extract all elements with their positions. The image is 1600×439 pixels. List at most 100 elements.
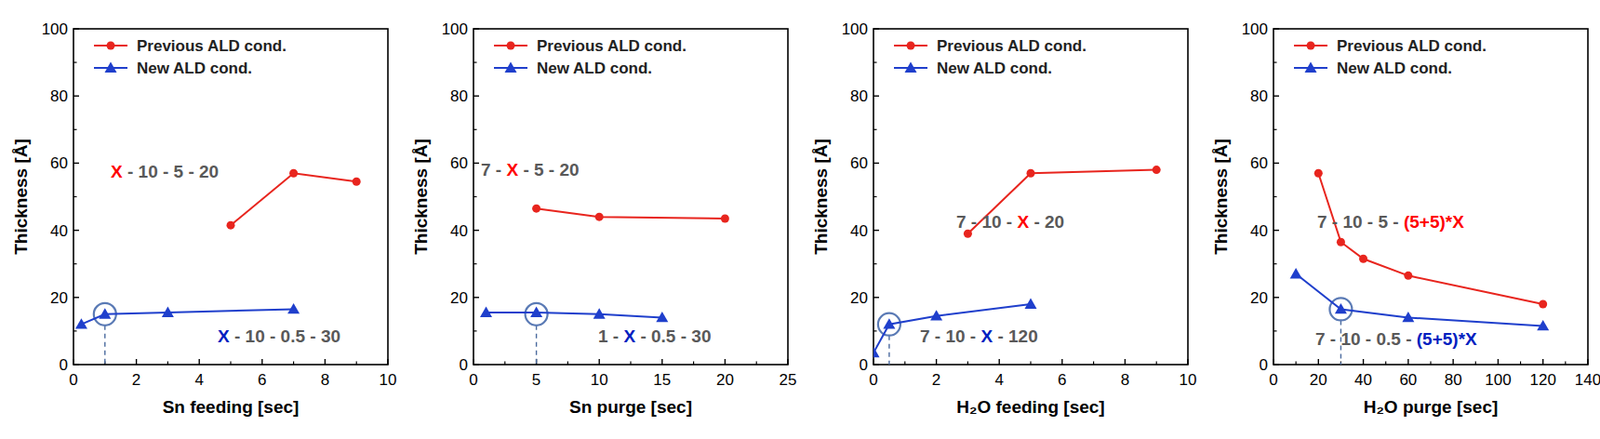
y-minor-tick	[473, 196, 478, 198]
annotation-part: (5+5)*X	[1416, 329, 1478, 349]
series-line	[230, 173, 357, 226]
x-tick-label: 10	[379, 371, 398, 389]
x-tick-label: 40	[1354, 371, 1373, 389]
panel: 0204060801000246810H₂O feeding [sec]Thic…	[811, 20, 1197, 417]
y-tick-label: 20	[1250, 289, 1268, 307]
y-axis-label: Thickness [Å]	[411, 138, 431, 255]
plot-frame	[873, 28, 1188, 365]
x-tick-label: 6	[1057, 371, 1067, 389]
y-axis-label: Thickness [Å]	[11, 138, 31, 255]
annotation-part: 7 - 10 -	[956, 212, 1017, 232]
x-tick-label: 60	[1399, 371, 1417, 389]
x-tick-label: 20	[1309, 371, 1328, 389]
y-minor-tick	[1273, 61, 1278, 63]
annotation: X - 10 - 0.5 - 30	[217, 326, 341, 347]
data-point	[226, 221, 236, 230]
x-tick	[1272, 359, 1274, 365]
annotation-part: (5+5)*X	[1403, 212, 1465, 232]
y-tick	[1273, 162, 1280, 164]
annotation-part: - 10 - 0.5 - 30	[229, 326, 341, 347]
x-tick	[1362, 359, 1364, 365]
legend-label: Previous ALD cond.	[1336, 37, 1487, 55]
y-tick	[473, 162, 480, 164]
y-minor-tick	[1273, 330, 1278, 332]
x-minor-tick	[567, 361, 569, 366]
x-tick-label: 6	[257, 371, 267, 389]
y-tick-label: 60	[50, 154, 68, 173]
x-tick	[324, 359, 326, 365]
y-minor-tick	[73, 263, 78, 265]
x-minor-tick	[1093, 361, 1094, 366]
y-minor-tick	[873, 263, 878, 265]
y-tick	[1273, 27, 1280, 29]
annotation-part: 7 - 10 - 0.5 -	[1315, 329, 1417, 349]
annotation-part: X	[623, 326, 636, 347]
series-line	[80, 308, 294, 324]
y-tick	[473, 229, 480, 231]
plot-frame	[73, 28, 388, 365]
annotation-part: 7 - 10 - 5 -	[1317, 212, 1404, 232]
data-point	[532, 204, 541, 214]
y-axis-label: Thickness [Å]	[811, 138, 831, 255]
data-point	[720, 213, 730, 223]
annotation-part: - 10 - 5 - 20	[122, 161, 220, 182]
x-tick	[1542, 359, 1544, 365]
x-tick	[724, 359, 726, 365]
panel: 020406080100020406080100120140H₂O purge …	[1211, 20, 1600, 417]
x-tick	[1497, 359, 1499, 365]
y-tick-label: 20	[850, 289, 868, 307]
y-minor-tick	[873, 129, 878, 131]
data-point	[930, 309, 943, 320]
data-point	[161, 306, 174, 318]
x-tick	[1407, 359, 1409, 365]
y-tick-label: 0	[59, 356, 68, 374]
annotation-part: X	[980, 326, 993, 347]
data-point	[1536, 320, 1549, 331]
y-tick	[873, 162, 880, 164]
x-axis-label: H₂O feeding [sec]	[956, 397, 1105, 417]
x-minor-tick	[504, 361, 506, 366]
y-tick-label: 80	[1250, 87, 1268, 106]
data-point	[595, 213, 604, 222]
x-tick-label: 5	[532, 371, 541, 389]
x-tick-label: 2	[132, 371, 141, 389]
legend-label: New ALD cond.	[136, 59, 253, 78]
series-line	[486, 312, 663, 318]
data-point	[1538, 300, 1547, 309]
x-tick	[198, 359, 200, 365]
data-point	[882, 318, 895, 329]
x-tick-label: 140	[1574, 371, 1600, 389]
data-point	[1336, 238, 1346, 247]
annotation-part: - 0.5 - 30	[635, 326, 711, 347]
data-point	[1025, 298, 1038, 309]
y-tick	[873, 94, 880, 96]
y-minor-tick	[73, 61, 78, 63]
y-tick-label: 40	[450, 222, 468, 240]
annotation-part: - 20	[1028, 212, 1065, 232]
x-minor-tick	[1295, 361, 1297, 366]
figure: 0204060801000246810Sn feeding [sec]Thick…	[0, 0, 1600, 439]
y-tick-label: 100	[441, 20, 468, 39]
annotation: 7 - 10 - X - 20	[956, 212, 1065, 232]
annotation: 7 - 10 - 0.5 - (5+5)*X	[1315, 329, 1478, 349]
y-tick	[1273, 363, 1280, 365]
y-tick	[1273, 94, 1280, 96]
y-minor-tick	[873, 330, 878, 332]
data-point	[1290, 267, 1303, 279]
x-tick-label: 120	[1530, 371, 1557, 389]
annotation: 7 - 10 - X - 120	[920, 326, 1039, 347]
x-minor-tick	[229, 361, 231, 366]
y-minor-tick	[1273, 129, 1278, 131]
data-point	[1401, 311, 1414, 322]
data-point	[1359, 254, 1368, 264]
data-group	[480, 204, 730, 365]
y-tick	[73, 27, 80, 29]
y-minor-tick	[873, 196, 878, 198]
x-tick	[786, 359, 788, 365]
x-tick	[998, 359, 1000, 365]
data-point	[1403, 271, 1413, 280]
annotation-part: X	[110, 161, 123, 182]
y-tick-label: 100	[1241, 20, 1268, 39]
series-line	[1318, 173, 1543, 305]
data-point	[1026, 169, 1036, 178]
